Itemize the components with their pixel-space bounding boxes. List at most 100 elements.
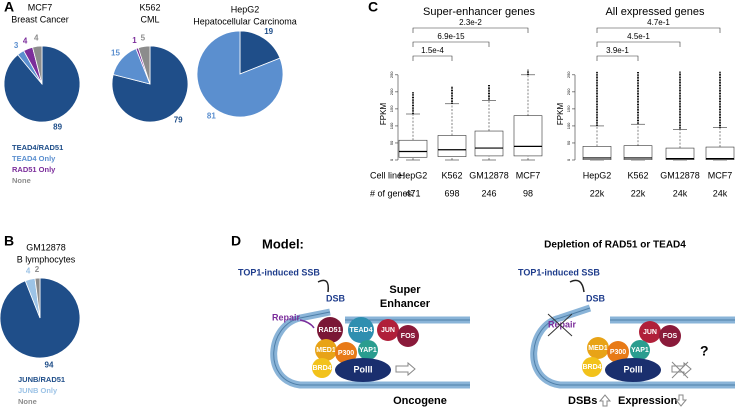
- legend-entry: None: [12, 176, 31, 185]
- p-value: 3.9e-1: [606, 46, 629, 55]
- box: [474, 130, 504, 157]
- row-label: # of genes:: [370, 188, 415, 198]
- protein-label: JUN: [643, 329, 657, 336]
- pie-subtitle: Hepatocellular Carcinoma: [193, 16, 297, 26]
- slice-label: 79: [174, 115, 183, 124]
- depletion-diagram: Depletion of RAD51 or TEAD4 TOP1-induced…: [518, 240, 735, 407]
- protein-label: PolII: [623, 364, 642, 374]
- protein-label: YAP1: [631, 347, 649, 354]
- dsb-label: DSB: [326, 293, 346, 303]
- legend-entry: TEAD4/RAD51: [12, 143, 63, 152]
- protein: [659, 325, 681, 347]
- up-arrow: [598, 394, 612, 407]
- gene-label: Oncogene: [393, 395, 447, 407]
- y-axis-label: FPKM: [379, 103, 388, 126]
- pie-slice: [111, 45, 189, 123]
- protein: [335, 358, 391, 382]
- count-label: 471: [405, 188, 420, 198]
- x-tick-label: GM12878: [660, 170, 700, 180]
- protein-label: YAP1: [359, 347, 377, 354]
- enhancer-label: Enhancer: [380, 298, 431, 310]
- arrow: [395, 361, 416, 377]
- slice-label: 4: [34, 33, 39, 42]
- protein-label: PolII: [353, 364, 372, 374]
- protein: [377, 319, 399, 341]
- protein: [582, 357, 602, 377]
- box: [437, 135, 467, 157]
- slice-label: 5: [141, 34, 146, 43]
- row-label: Cell line:: [370, 170, 405, 180]
- protein: [315, 339, 337, 361]
- pie-title: K562: [139, 2, 160, 12]
- comparison-bracket: [412, 27, 529, 33]
- protein: [335, 342, 357, 364]
- x-tick-label: MCF7: [708, 170, 733, 180]
- cross: [547, 313, 573, 337]
- protein: [607, 341, 629, 363]
- arrow: [671, 361, 692, 379]
- arrow: [317, 279, 330, 293]
- dsb-label: DSB: [586, 293, 606, 303]
- slice-label: 3: [14, 41, 19, 50]
- legend-entry: TEAD4 Only: [12, 154, 56, 163]
- y-tick-label: 0: [389, 158, 394, 161]
- legend-entry: JUNB Only: [18, 386, 58, 395]
- ssb-label: TOP1-induced SSB: [518, 267, 600, 277]
- pie-slice: [137, 45, 151, 85]
- comparison-bracket: [596, 27, 721, 33]
- y-tick-label: 250: [566, 71, 571, 78]
- box: [665, 147, 695, 160]
- diagram-title: Depletion of RAD51 or TEAD4: [544, 240, 686, 251]
- protein-label: MED1: [316, 347, 336, 354]
- panel-label: B: [4, 233, 14, 249]
- protein-label: FOS: [663, 333, 678, 340]
- protein: [630, 340, 650, 360]
- count-label: 22k: [590, 188, 605, 198]
- protein: [397, 325, 419, 347]
- box: [398, 139, 428, 158]
- slice-label: 4: [23, 36, 28, 45]
- pie-subtitle: CML: [140, 14, 159, 24]
- slice-label: 19: [264, 27, 273, 36]
- outcome-label: Expression: [618, 395, 678, 407]
- comparison-bracket: [596, 41, 681, 47]
- slice-label: 15: [111, 49, 120, 58]
- x-tick-label: HepG2: [399, 170, 428, 180]
- y-tick-label: 100: [566, 122, 571, 129]
- comparison-bracket: [412, 55, 453, 61]
- p-value: 2.3e-2: [459, 18, 482, 27]
- chart-title: All expressed genes: [605, 6, 705, 18]
- box: [623, 145, 653, 160]
- panel-label: C: [368, 0, 378, 15]
- y-tick-label: 0: [566, 158, 571, 161]
- x-tick-label: HepG2: [583, 170, 612, 180]
- legend-entry: RAD51 Only: [12, 165, 56, 174]
- box: [513, 115, 543, 157]
- y-tick-label: 200: [389, 88, 394, 95]
- box: [582, 146, 612, 160]
- protein-label: JUN: [381, 327, 395, 334]
- panel-label: A: [4, 0, 14, 15]
- p-value: 6.9e-15: [437, 32, 465, 41]
- x-tick-label: GM12878: [469, 170, 509, 180]
- legend-entry: None: [18, 397, 37, 406]
- repair-label: Repair: [272, 312, 301, 322]
- pie-slice: [34, 277, 41, 319]
- legend-entry: JUNB/RAD51: [18, 375, 65, 384]
- count-label: 98: [523, 188, 533, 198]
- p-value: 4.7e-1: [647, 18, 670, 27]
- arrow: [569, 279, 585, 293]
- slice-label: 4: [26, 267, 31, 276]
- y-tick-label: 200: [566, 88, 571, 95]
- pie-slice: [239, 30, 281, 75]
- protein: [639, 321, 661, 343]
- pie-subtitle: Breast Cancer: [11, 14, 69, 24]
- x-tick-label: MCF7: [516, 170, 541, 180]
- count-label: 24k: [713, 188, 728, 198]
- box: [705, 146, 735, 160]
- ssb-label: TOP1-induced SSB: [238, 267, 320, 277]
- pie-title: MCF7: [28, 2, 53, 12]
- protein-label: BRD4: [312, 365, 331, 372]
- comparison-bracket: [412, 41, 490, 47]
